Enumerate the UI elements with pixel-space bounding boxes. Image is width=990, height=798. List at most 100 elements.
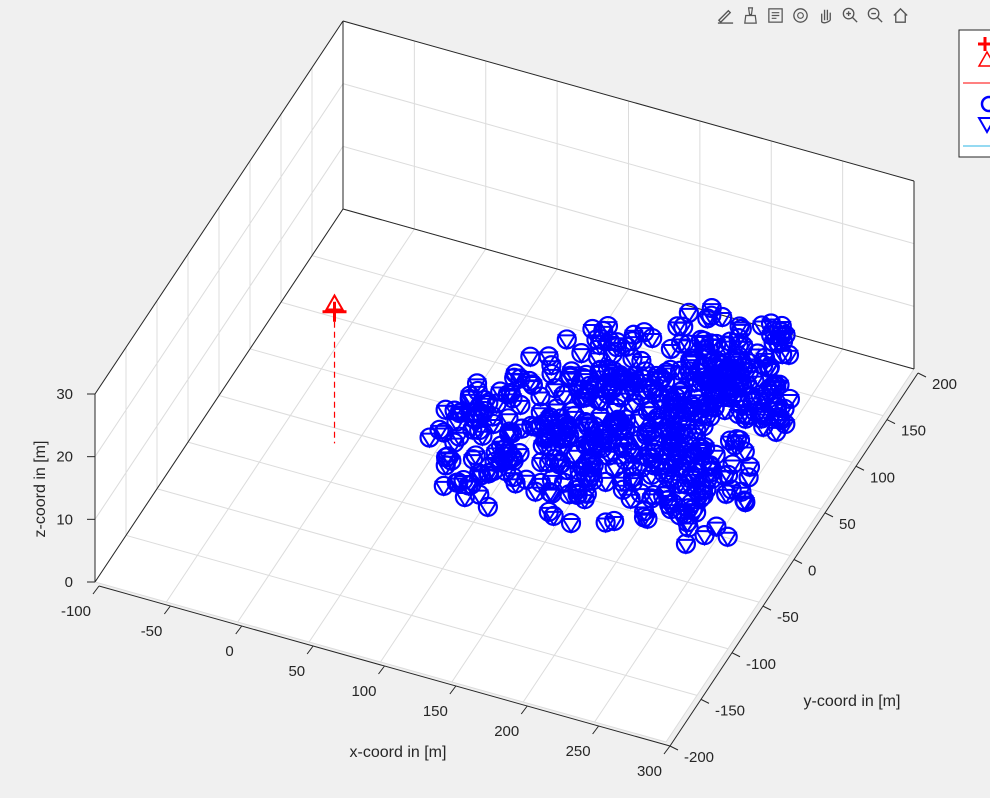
cloud-triangle-marker: [729, 321, 750, 338]
cloud-triangle-marker: [460, 390, 480, 407]
cloud-triangle-marker: [578, 418, 598, 435]
cloud-triangle-marker: [676, 538, 696, 555]
y-tick-label: 100: [870, 469, 895, 486]
cloud-triangle-marker: [681, 470, 701, 487]
x-tick-label: 200: [494, 723, 519, 740]
cloud-triangle-marker: [449, 408, 470, 425]
cloud-triangle-marker: [643, 435, 663, 452]
y-tick-mark: [855, 465, 865, 471]
grid-line-z-wall: [342, 83, 915, 245]
x-tick-label: -50: [141, 623, 163, 640]
grid-line-y: [156, 488, 729, 650]
cloud-triangle-marker: [779, 349, 799, 366]
cloud-triangle-marker: [780, 393, 800, 410]
y-tick-mark: [793, 559, 803, 564]
blue-point-cloud: [419, 298, 800, 555]
y-tick-mark: [886, 419, 896, 425]
y-tick-mark: [700, 698, 710, 704]
y-tick-mark: [762, 605, 772, 611]
cloud-triangle-marker: [578, 421, 598, 438]
x-tick-label: 300: [637, 763, 662, 780]
rotate-3d-icon: [793, 8, 808, 23]
data-tips-button[interactable]: [764, 4, 787, 27]
cloud-triangle-marker: [656, 367, 677, 384]
grid-line-z-left: [94, 83, 344, 457]
cloud-triangle-marker: [717, 531, 738, 548]
axes-box-edge: [342, 208, 915, 370]
cloud-triangle-marker: [467, 385, 488, 402]
cloud-triangle-marker: [701, 303, 722, 320]
cloud-triangle-marker: [598, 450, 619, 467]
cloud-triangle-marker: [661, 343, 681, 360]
cloud-triangle-marker: [658, 472, 679, 489]
zoom-out-button[interactable]: [864, 4, 887, 27]
cloud-triangle-marker: [693, 421, 714, 438]
cloud-triangle-marker: [502, 393, 523, 410]
cloud-triangle-marker: [735, 446, 755, 463]
cloud-triangle-marker: [617, 341, 637, 358]
cloud-triangle-marker: [557, 334, 577, 351]
zoom-in-icon: [842, 7, 858, 23]
axis-labels: x-coord in [m] y-coord in [m] z-coord in […: [32, 441, 900, 761]
cloud-triangle-marker: [434, 480, 454, 497]
grid-line-y: [125, 534, 698, 696]
pan-button[interactable]: [814, 4, 837, 27]
cloud-triangle-marker: [525, 486, 546, 503]
cloud-triangle-marker: [753, 421, 773, 438]
cloud-triangle-marker: [538, 351, 559, 368]
brush-data-button[interactable]: [739, 4, 762, 27]
cloud-triangle-marker: [666, 425, 686, 442]
cloud-triangle-marker: [483, 418, 504, 435]
cloud-triangle-marker: [638, 452, 659, 469]
x-tick-mark: [92, 585, 100, 595]
cloud-triangle-marker: [634, 512, 654, 529]
brush-data-icon: [744, 7, 757, 24]
zoom-out-icon: [867, 7, 883, 23]
cloud-triangle-marker: [642, 333, 662, 349]
axes-box-edge: [94, 20, 344, 395]
cloud-triangle-marker: [455, 491, 475, 508]
cloud-triangle-marker: [711, 359, 732, 376]
y-tick-label: 200: [932, 376, 957, 393]
cloud-triangle-marker: [467, 378, 487, 395]
y-tick-label: 150: [901, 423, 926, 440]
cloud-triangle-marker: [544, 453, 565, 470]
legend[interactable]: [958, 29, 990, 158]
cloud-triangle-marker: [630, 413, 650, 430]
rotate-3d-button[interactable]: [789, 4, 812, 27]
cloud-triangle-marker: [650, 394, 671, 411]
cloud-triangle-marker: [750, 389, 771, 406]
cloud-triangle-marker: [718, 469, 738, 486]
cloud-triangle-marker: [502, 428, 522, 445]
grid-line-z-left: [94, 146, 344, 520]
cloud-triangle-marker: [636, 427, 657, 444]
cloud-triangle-marker: [469, 489, 490, 506]
edit-plot-button[interactable]: [714, 4, 737, 27]
cloud-triangle-marker: [589, 340, 610, 356]
data-tips-icon: [768, 8, 783, 23]
cloud-triangle-marker: [679, 366, 700, 383]
cloud-triangle-marker: [770, 330, 790, 347]
y-tick-mark: [917, 372, 927, 378]
home-restore-view-button[interactable]: [889, 4, 912, 27]
cloud-triangle-marker: [721, 484, 742, 501]
cloud-triangle-marker: [438, 451, 458, 468]
cloud-triangle-marker: [724, 440, 745, 457]
cloud-triangle-marker: [573, 384, 594, 401]
cloud-triangle-marker: [472, 409, 493, 426]
cloud-triangle-marker: [622, 461, 643, 478]
cloud-triangle-marker: [682, 504, 703, 521]
x-tick-mark: [663, 745, 671, 755]
cloud-triangle-marker: [541, 368, 562, 385]
zoom-in-button[interactable]: [839, 4, 862, 27]
grid-line-y: [187, 441, 760, 603]
cloud-triangle-marker: [683, 406, 704, 423]
cloud-triangle-marker: [486, 398, 507, 415]
cloud-triangle-marker: [708, 374, 728, 391]
cloud-triangle-marker: [694, 345, 714, 362]
y-tick-label: -50: [777, 609, 799, 626]
cloud-triangle-marker: [667, 321, 688, 338]
cloud-triangle-marker: [419, 432, 440, 449]
